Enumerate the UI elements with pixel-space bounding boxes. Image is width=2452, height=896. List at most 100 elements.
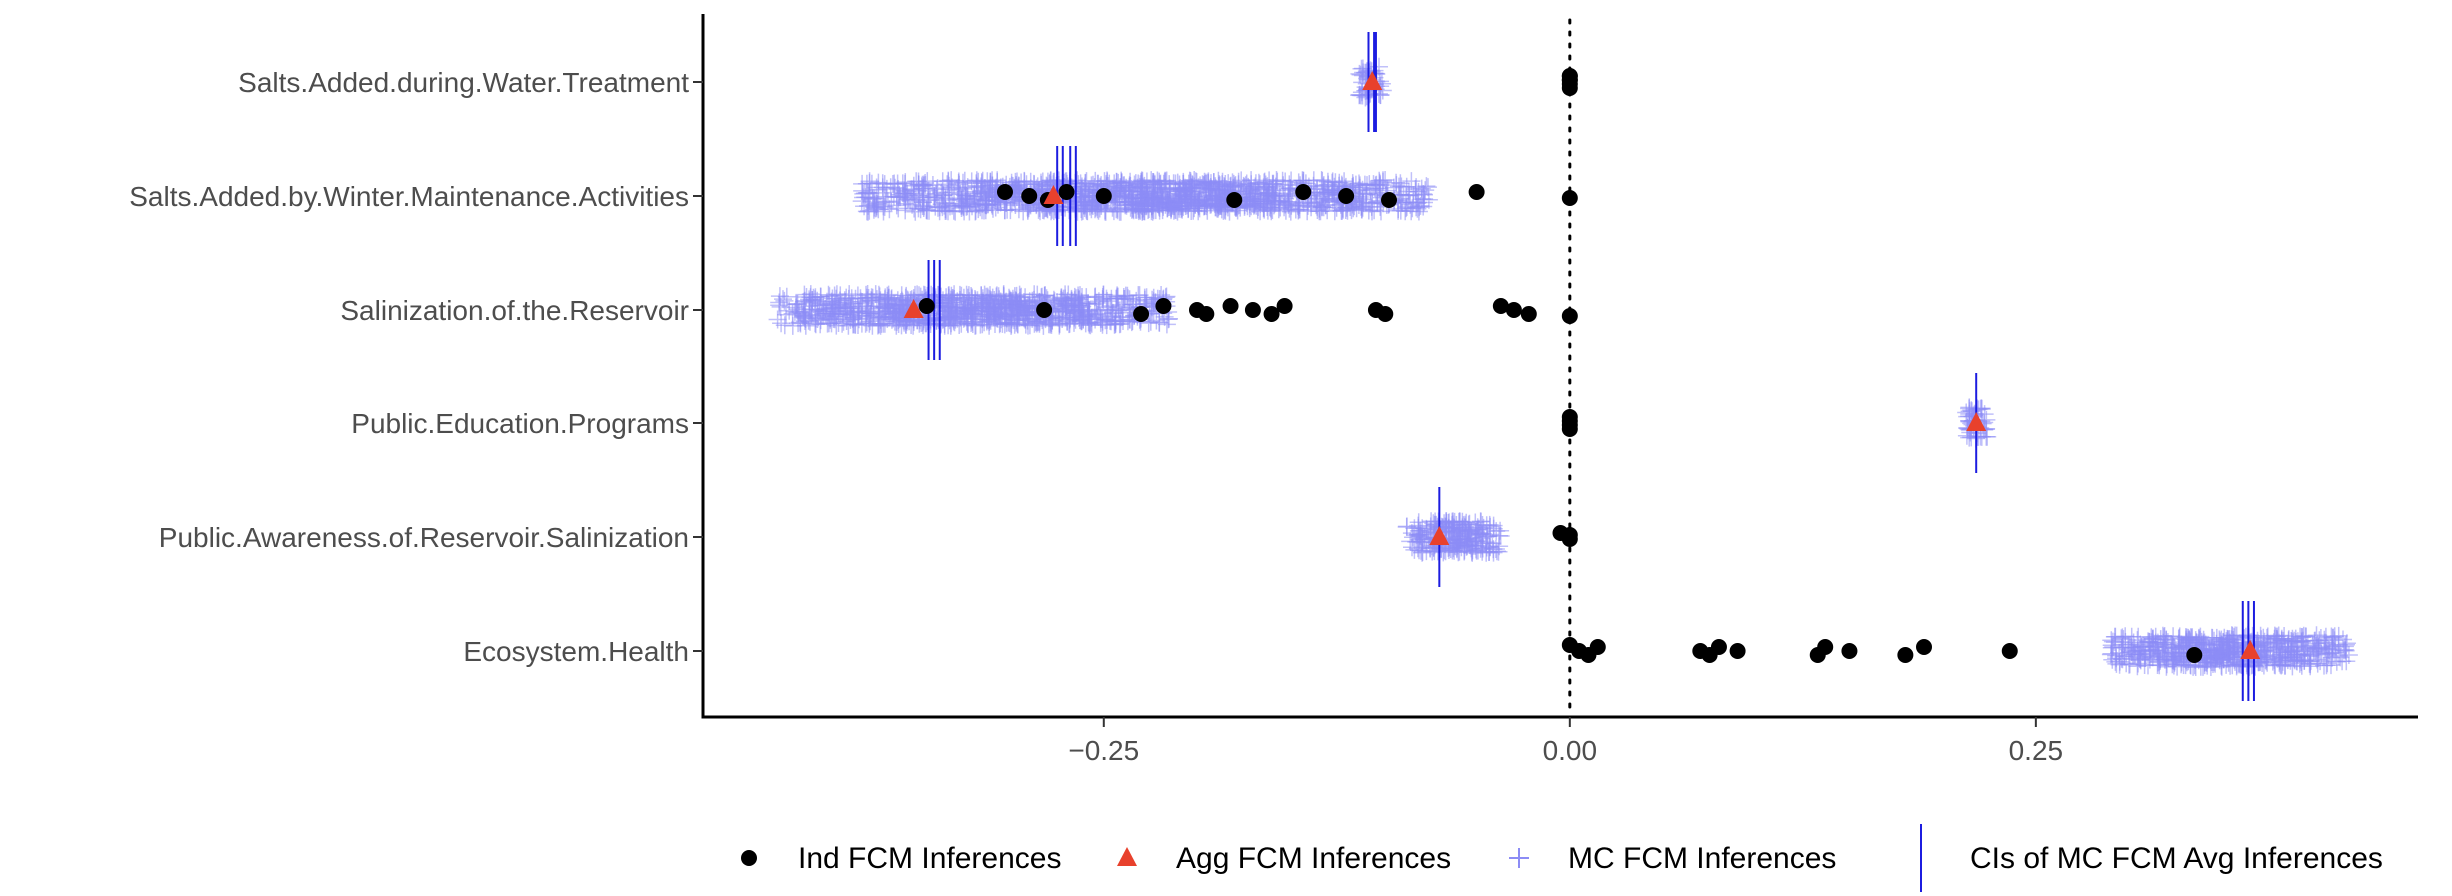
ind-inference-point [1561, 190, 1578, 206]
mc-inference-mark [2198, 656, 2217, 675]
mc-inference-mark [1069, 286, 1088, 305]
mc-inference-mark [2136, 645, 2155, 664]
mc-inference-mark [1190, 192, 1209, 211]
legend: Ind FCM Inferences Agg FCM Inferences MC F… [741, 824, 2383, 892]
mc-inference-mark [1240, 195, 1259, 214]
mc-inference-mark [889, 315, 908, 333]
mc-inference-mark [2225, 637, 2244, 656]
mc-points-layer [768, 57, 2358, 676]
x-tick-label: −0.25 [1068, 735, 1139, 766]
mc-inference-mark [1289, 197, 1308, 216]
mc-inference-mark [1370, 173, 1389, 192]
mc-inference-mark [1466, 530, 1485, 549]
mc-inference-mark [946, 306, 965, 325]
mc-inference-mark [2254, 641, 2273, 660]
mc-inference-mark [2224, 639, 2242, 658]
legend-label: MC FCM Inferences [1568, 842, 1836, 875]
mc-inference-mark [2102, 644, 2121, 663]
ind-inference-point [1263, 306, 1280, 322]
mc-inference-mark [1157, 315, 1176, 334]
mc-inference-mark [821, 300, 840, 319]
mc-inference-mark [966, 303, 985, 321]
mc-inference-mark [928, 179, 947, 198]
mc-inference-mark [887, 316, 906, 335]
mc-inference-mark [2120, 655, 2138, 674]
mc-inference-mark [827, 285, 846, 304]
mc-inference-mark [2334, 630, 2352, 649]
mc-inference-mark [2307, 626, 2326, 645]
mc-inference-mark [1007, 313, 1026, 332]
mc-inference-mark [874, 314, 893, 333]
mc-inference-mark [1280, 199, 1299, 218]
mc-inference-mark [2273, 655, 2292, 674]
ind-inference-point [1244, 302, 1261, 318]
mc-inference-mark [878, 309, 897, 328]
mc-inference-mark [1075, 183, 1094, 202]
mc-inference-mark [777, 287, 796, 306]
mc-inference-mark [1112, 295, 1131, 314]
mc-inference-mark [1107, 178, 1126, 197]
mc-inference-mark [844, 315, 863, 334]
mc-inference-mark [887, 196, 906, 215]
mc-inference-mark [1119, 181, 1138, 200]
mc-inference-mark [1415, 190, 1434, 208]
mc-inference-mark [1435, 514, 1454, 533]
mc-inference-mark [978, 310, 996, 329]
mc-inference-mark [1176, 178, 1195, 197]
mc-inference-mark [1421, 517, 1440, 536]
mc-inference-mark [1027, 314, 1046, 333]
ind-inference-point [918, 298, 935, 314]
mc-inference-mark [772, 314, 791, 333]
mc-inference-mark [1372, 202, 1390, 221]
mc-inference-mark [827, 316, 846, 335]
mc-inference-mark [2296, 627, 2315, 646]
category-labels: Salts.Added.during.Water.Treatment Salts.… [129, 67, 689, 667]
mc-inference-mark [1405, 540, 1424, 559]
mc-inference-mark [1143, 191, 1162, 210]
mc-inference-mark [2155, 628, 2173, 647]
mc-inference-mark [2337, 634, 2356, 653]
mc-inference-mark [1402, 172, 1421, 191]
mc-inference-mark [1447, 530, 1466, 549]
legend-label: Ind FCM Inferences [798, 842, 1061, 875]
mc-inference-mark [909, 199, 928, 218]
legend-label: Agg FCM Inferences [1176, 842, 1451, 875]
mc-inference-mark [2104, 638, 2123, 656]
mc-inference-mark [1397, 518, 1416, 536]
mc-inference-mark [909, 175, 928, 194]
legend-key-circle [741, 850, 757, 866]
mc-inference-mark [1258, 186, 1277, 205]
mc-inference-mark [986, 308, 1005, 327]
mc-inference-mark [811, 287, 830, 306]
mc-inference-mark [852, 192, 871, 211]
mc-inference-mark [1242, 181, 1260, 200]
mc-inference-mark [951, 184, 970, 203]
mc-inference-mark [831, 295, 850, 314]
mc-inference-mark [1480, 537, 1499, 556]
mc-inference-mark [891, 188, 910, 207]
mc-inference-mark [950, 175, 969, 194]
mc-inference-mark [810, 296, 829, 315]
category-label: Ecosystem.Health [463, 636, 689, 667]
mc-inference-mark [919, 188, 938, 207]
mc-inference-mark [1078, 307, 1097, 326]
mc-inference-mark [1179, 199, 1198, 218]
mc-inference-mark [1316, 195, 1335, 214]
mc-inference-mark [1411, 527, 1430, 546]
mc-inference-mark [848, 297, 867, 316]
mc-inference-mark [2106, 652, 2125, 671]
mc-inference-mark [896, 184, 915, 203]
ci-lines-layer [927, 32, 2255, 701]
mc-inference-mark [1368, 184, 1387, 203]
mc-inference-mark [962, 298, 981, 317]
mc-inference-mark [907, 190, 925, 209]
mc-inference-mark [1196, 179, 1215, 198]
ind-inference-point [1589, 639, 1606, 655]
mc-inference-mark [1211, 196, 1230, 215]
ind-inference-point [1381, 192, 1397, 208]
mc-inference-mark [2230, 654, 2248, 672]
mc-inference-mark [943, 308, 962, 327]
mc-inference-mark [976, 196, 995, 214]
mc-inference-mark [1048, 293, 1067, 312]
